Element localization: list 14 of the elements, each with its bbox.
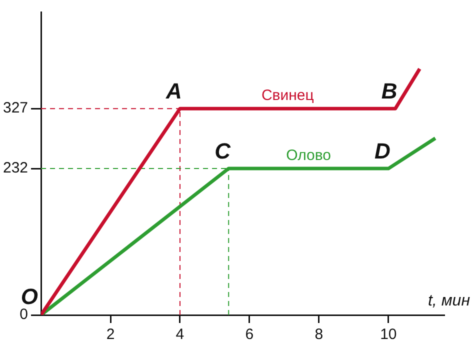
y-tick-label: 232 [2, 160, 28, 177]
x-tick-label: 8 [314, 326, 324, 344]
y-tick-label: 327 [2, 100, 28, 117]
annotation: B [381, 78, 398, 104]
annotation: C [214, 138, 232, 164]
x-tick-label: 4 [176, 326, 184, 344]
series-label: Олово [286, 147, 331, 164]
x-tick-label: 10 [380, 326, 397, 344]
annotation: D [374, 138, 390, 164]
annotation: A [165, 78, 182, 104]
x-axis-title: t, мин [428, 292, 470, 310]
x-tick-label: 2 [106, 326, 115, 344]
x-tick-label: 6 [245, 326, 254, 344]
series-label: Свинец [261, 87, 314, 104]
